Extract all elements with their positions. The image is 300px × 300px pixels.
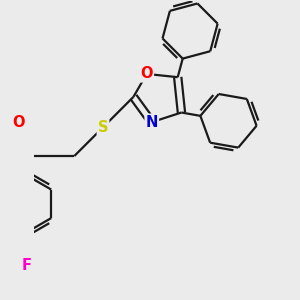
Text: S: S (98, 120, 108, 135)
Text: F: F (22, 258, 32, 273)
Text: O: O (140, 66, 153, 81)
Text: O: O (12, 115, 25, 130)
Text: N: N (146, 115, 158, 130)
